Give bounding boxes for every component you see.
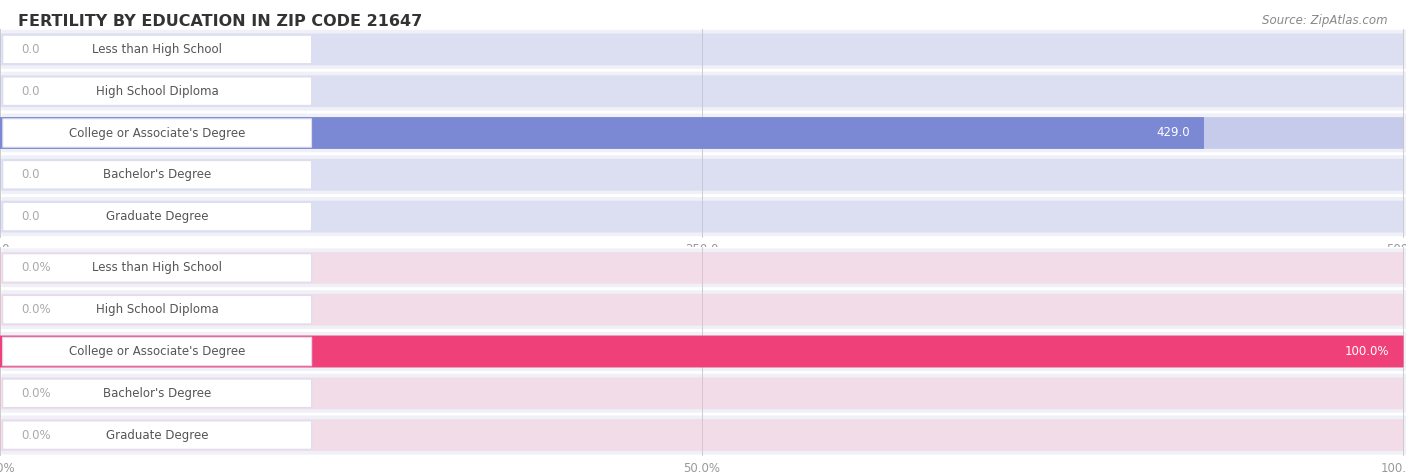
Text: 0.0: 0.0 [21,210,39,223]
FancyBboxPatch shape [0,117,1403,149]
FancyBboxPatch shape [0,372,1406,414]
FancyBboxPatch shape [3,35,312,64]
FancyBboxPatch shape [3,295,312,324]
FancyBboxPatch shape [0,112,1406,154]
FancyBboxPatch shape [0,28,1406,70]
FancyBboxPatch shape [0,331,1406,372]
Text: 0.0%: 0.0% [21,428,51,442]
FancyBboxPatch shape [0,154,1406,196]
Text: 429.0: 429.0 [1156,126,1189,140]
Text: College or Associate's Degree: College or Associate's Degree [69,345,245,358]
FancyBboxPatch shape [0,289,1406,331]
Text: High School Diploma: High School Diploma [96,85,218,98]
Text: Less than High School: Less than High School [93,261,222,275]
Text: 0.0: 0.0 [21,85,39,98]
FancyBboxPatch shape [0,196,1406,238]
FancyBboxPatch shape [3,161,312,189]
FancyBboxPatch shape [0,34,1403,65]
FancyBboxPatch shape [3,77,312,105]
Text: Bachelor's Degree: Bachelor's Degree [103,168,211,181]
Text: 0.0%: 0.0% [21,303,51,316]
Text: FERTILITY BY EDUCATION IN ZIP CODE 21647: FERTILITY BY EDUCATION IN ZIP CODE 21647 [18,14,423,29]
FancyBboxPatch shape [3,337,312,366]
Text: 0.0%: 0.0% [21,387,51,400]
FancyBboxPatch shape [3,421,312,449]
Text: Graduate Degree: Graduate Degree [105,210,208,223]
Text: High School Diploma: High School Diploma [96,303,218,316]
FancyBboxPatch shape [0,247,1406,289]
FancyBboxPatch shape [3,379,312,408]
Text: Bachelor's Degree: Bachelor's Degree [103,387,211,400]
Text: Less than High School: Less than High School [93,43,222,56]
Text: 0.0%: 0.0% [21,261,51,275]
FancyBboxPatch shape [0,336,1403,367]
FancyBboxPatch shape [3,202,312,231]
Text: 0.0: 0.0 [21,168,39,181]
FancyBboxPatch shape [0,70,1406,112]
FancyBboxPatch shape [0,414,1406,456]
Text: 0.0: 0.0 [21,43,39,56]
FancyBboxPatch shape [0,201,1403,232]
FancyBboxPatch shape [0,336,1403,367]
FancyBboxPatch shape [0,252,1403,284]
FancyBboxPatch shape [0,378,1403,409]
FancyBboxPatch shape [0,419,1403,451]
FancyBboxPatch shape [3,119,312,147]
Text: 100.0%: 100.0% [1344,345,1389,358]
FancyBboxPatch shape [0,76,1403,107]
FancyBboxPatch shape [3,254,312,282]
FancyBboxPatch shape [0,159,1403,190]
Text: College or Associate's Degree: College or Associate's Degree [69,126,245,140]
Text: Source: ZipAtlas.com: Source: ZipAtlas.com [1263,14,1388,27]
Text: Graduate Degree: Graduate Degree [105,428,208,442]
FancyBboxPatch shape [0,117,1204,149]
FancyBboxPatch shape [0,294,1403,325]
